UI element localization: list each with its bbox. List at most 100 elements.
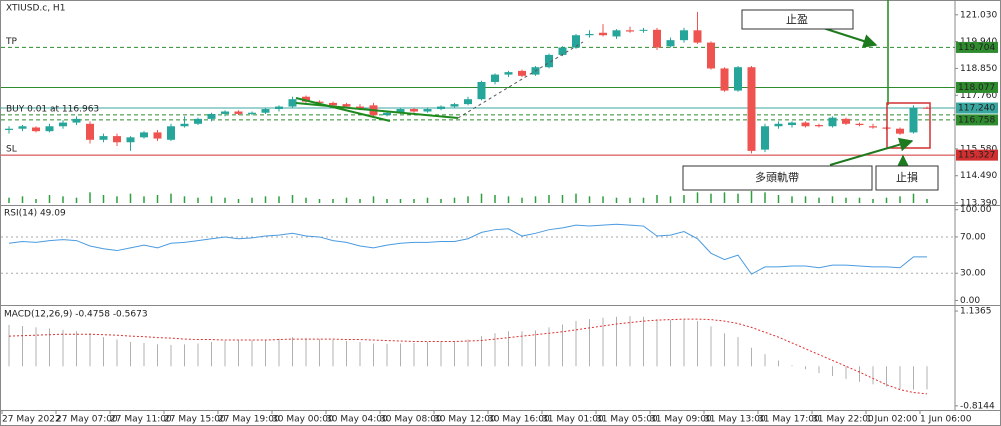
candle-body [720, 68, 729, 91]
candle-body [167, 126, 175, 140]
x-tick-label: 30 May 16:00 [488, 415, 550, 425]
y-tick-label: 114.490 [960, 171, 997, 181]
candle-body [5, 128, 13, 130]
candle-body [86, 123, 94, 140]
level-label: TP [5, 37, 17, 47]
candle-body [221, 111, 229, 114]
x-tick-label: 1 Jun 02:00 [866, 415, 918, 425]
x-tick-label: 1 Jun 06:00 [920, 415, 972, 425]
candle-body [275, 106, 283, 110]
x-tick-label: 31 May 05:00 [596, 415, 658, 425]
candle-body [99, 136, 108, 140]
candle-body [464, 99, 472, 105]
x-tick-label: 31 May 01:00 [542, 415, 604, 425]
candle-body [207, 113, 216, 119]
candle-body [18, 126, 27, 129]
candle-body [491, 74, 499, 82]
candle-body [126, 137, 135, 143]
x-tick-label: 30 May 12:00 [434, 415, 496, 425]
y-tick-label: 118.850 [960, 64, 997, 74]
candle-body [180, 123, 189, 127]
candle-body [896, 128, 904, 134]
candle-body [626, 30, 634, 32]
candle-body [450, 104, 459, 107]
plot-area: 121.030119.940118.850117.760115.580114.4… [1, 10, 998, 425]
y-tick-label: 121.030 [960, 10, 997, 20]
candle-body [234, 111, 243, 114]
y-tick-label: 30.00 [960, 269, 986, 279]
candle-body [639, 29, 648, 31]
candle-body [828, 117, 837, 127]
price-tag-label: 116.758 [958, 115, 995, 125]
candle-body [815, 125, 823, 127]
candle-body [248, 112, 256, 114]
candle-body [342, 104, 351, 107]
candle-body [410, 109, 418, 112]
x-tick-label: 31 May 22:00 [812, 415, 874, 425]
candle-body [761, 126, 769, 150]
x-tick-label: 27 May 11:00 [110, 415, 172, 425]
annotation: 多頭軌帶 [755, 170, 799, 184]
candle-body [302, 96, 310, 102]
chart-title: XTIUSD.c, H1 [6, 4, 65, 14]
candle-body [693, 30, 702, 43]
rsi-title: RSI(14) 49.09 [4, 209, 66, 219]
price-tag [956, 81, 998, 93]
candle-body [653, 29, 661, 48]
candle-body [396, 109, 405, 113]
candle-body [45, 126, 54, 132]
candle-body [153, 132, 162, 139]
candle-body [572, 35, 580, 48]
macd-title: MACD(12,26,9) -0.4758 -0.5673 [4, 310, 148, 320]
price-tag [956, 41, 998, 53]
annotation-boxes: 止盈 多頭軌帶 止損 [682, 9, 939, 191]
tp-arrow [819, 26, 878, 48]
candle-body [788, 122, 796, 126]
candle-body [140, 132, 148, 138]
x-tick-label: 27 May 07:00 [56, 415, 118, 425]
candle-body [59, 122, 67, 127]
candle-body [477, 81, 486, 100]
y-tick-label: 115.580 [960, 144, 997, 154]
x-tick-label: 31 May 13:00 [704, 415, 766, 425]
candle-body [194, 118, 202, 124]
x-tick-label: 27 May 19:00 [218, 415, 280, 425]
candle-body [855, 123, 864, 126]
price-tag [956, 102, 998, 114]
candle-body [801, 122, 810, 127]
y-tick-label: 1.1365 [960, 307, 992, 317]
x-tick-label: 30 May 08:00 [380, 415, 442, 425]
candle-body [558, 47, 567, 55]
candle-body [113, 136, 121, 143]
candle-body [72, 118, 81, 123]
candle-body [707, 42, 715, 69]
y-tick-label: 113.390 [960, 198, 997, 208]
candle-body [869, 126, 877, 128]
candle-body [734, 67, 742, 91]
price-tag-label: 118.077 [958, 83, 995, 93]
candle-body [747, 67, 756, 151]
annotation-box [682, 165, 873, 191]
candle-body [666, 40, 675, 47]
y-tick-label: 100.00 [960, 205, 992, 215]
price-tag-label: 115.327 [958, 151, 995, 161]
drawings [295, 0, 931, 169]
y-tick-label: 0.00 [960, 296, 980, 306]
level-label: SL [6, 145, 17, 155]
x-tick-label: 31 May 17:00 [758, 415, 820, 425]
candle-body [356, 106, 364, 110]
flag-lower-line [295, 102, 459, 119]
x-tick-label: 27 May 15:00 [164, 415, 226, 425]
candle-body [545, 54, 553, 68]
candle-body [437, 106, 445, 110]
candle-body [315, 101, 324, 103]
flag-upper-line [295, 97, 391, 122]
x-tick-label: 27 May 2022 [2, 415, 61, 425]
candle-body [261, 109, 270, 113]
annotation: 止損 [896, 170, 918, 184]
candle-body [288, 99, 297, 107]
candle-body [504, 72, 513, 75]
price-tag [956, 114, 998, 126]
price-tag-label: 117.240 [958, 104, 995, 114]
candle-body [599, 32, 607, 36]
